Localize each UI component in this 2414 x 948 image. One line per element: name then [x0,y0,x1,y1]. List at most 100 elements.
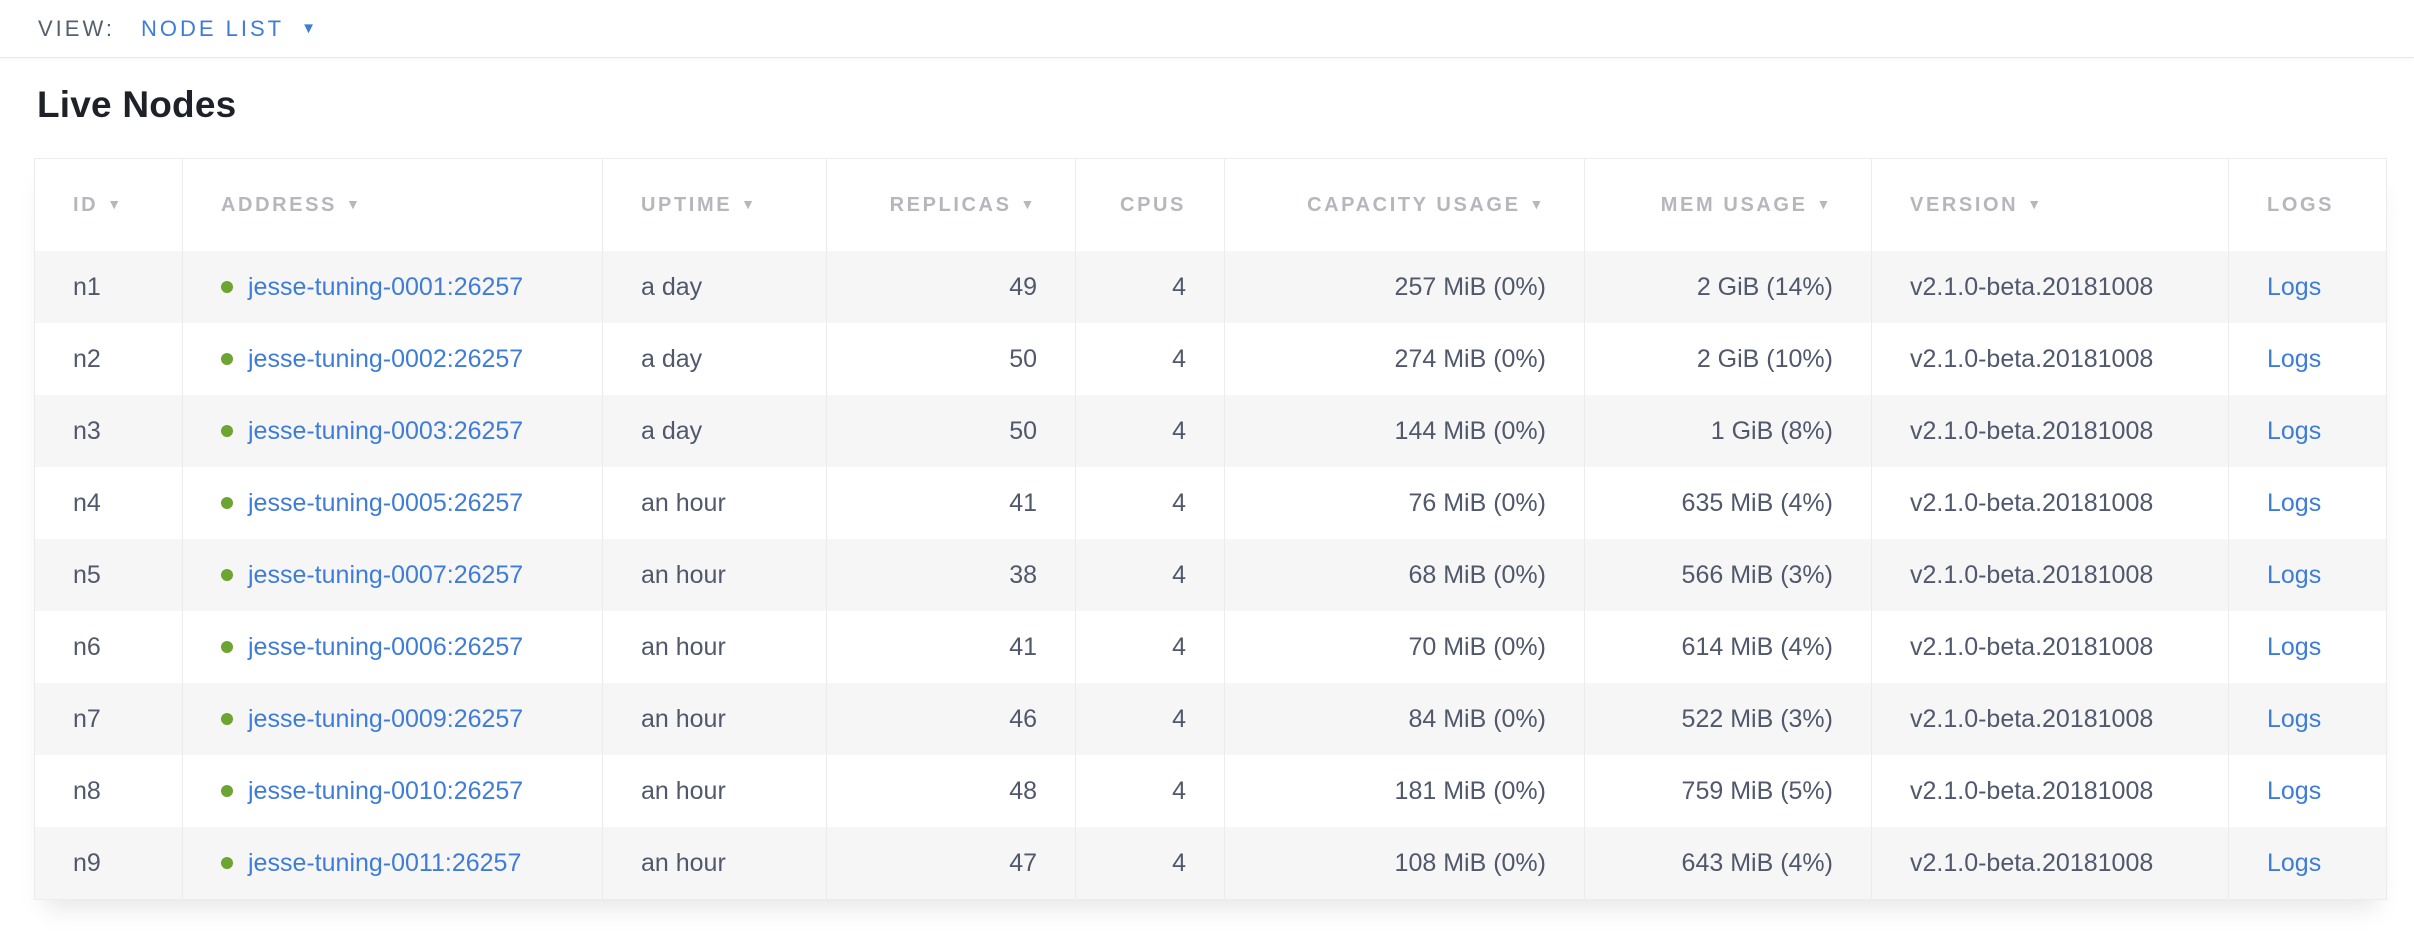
node-uptime-cell: an hour [603,539,827,611]
node-logs-cell: Logs [2229,755,2387,827]
node-status-healthy-icon [221,641,233,653]
node-logs-link[interactable]: Logs [2267,273,2321,301]
column-header-id[interactable]: ID▼ [35,159,183,252]
node-cpus-cell: 4 [1076,251,1225,323]
column-header-label: CPUS [1120,194,1186,216]
node-address-link[interactable]: jesse-tuning-0010:26257 [248,777,523,805]
node-cpus-cell: 4 [1076,611,1225,683]
table-row: n3jesse-tuning-0003:26257a day504144 MiB… [35,395,2387,467]
node-id-cell: n4 [35,467,183,539]
table-row: n8jesse-tuning-0010:26257an hour484181 M… [35,755,2387,827]
column-header-label: REPLICAS [890,194,1012,216]
node-status-healthy-icon [221,857,233,869]
live-nodes-table: ID▼ ADDRESS ▼ UPTIME▼ REPLICAS ▼ CPUS CAPACITY … [34,158,2387,900]
sort-desc-icon: ▼ [1021,196,1037,212]
node-mem_usage-cell: 643 MiB (4%) [1585,827,1872,900]
node-uptime-cell: an hour [603,683,827,755]
node-address-cell: jesse-tuning-0005:26257 [183,467,603,539]
node-mem_usage-cell: 2 GiB (14%) [1585,251,1872,323]
node-version-cell: v2.1.0-beta.20181008 [1872,755,2229,827]
header-row: ID▼ ADDRESS ▼ UPTIME▼ REPLICAS ▼ CPUS CAPACITY … [35,159,2387,252]
node-address-link[interactable]: jesse-tuning-0003:26257 [248,417,523,445]
column-header-replicas[interactable]: REPLICAS ▼ [827,159,1076,252]
node-address-cell: jesse-tuning-0002:26257 [183,323,603,395]
column-header-uptime[interactable]: UPTIME▼ [603,159,827,252]
node-logs-link[interactable]: Logs [2267,633,2321,661]
node-address-link[interactable]: jesse-tuning-0011:26257 [248,849,521,877]
node-version-cell: v2.1.0-beta.20181008 [1872,683,2229,755]
view-label: VIEW: [38,16,115,42]
node-status-healthy-icon [221,281,233,293]
node-address-cell: jesse-tuning-0007:26257 [183,539,603,611]
node-address-link[interactable]: jesse-tuning-0002:26257 [248,345,523,373]
node-id-cell: n6 [35,611,183,683]
node-logs-cell: Logs [2229,827,2387,900]
node-replicas-cell: 41 [827,467,1076,539]
node-status-healthy-icon [221,713,233,725]
node-mem_usage-cell: 1 GiB (8%) [1585,395,1872,467]
node-address-link[interactable]: jesse-tuning-0005:26257 [248,489,523,517]
node-uptime-cell: an hour [603,827,827,900]
node-cpus-cell: 4 [1076,323,1225,395]
node-id-cell: n7 [35,683,183,755]
column-header-version[interactable]: VERSION▼ [1872,159,2229,252]
node-version-cell: v2.1.0-beta.20181008 [1872,539,2229,611]
view-selected-value[interactable]: NODE LIST [141,16,284,42]
node-logs-link[interactable]: Logs [2267,417,2321,445]
column-header-address[interactable]: ADDRESS ▼ [183,159,603,252]
node-replicas-cell: 38 [827,539,1076,611]
view-selector-dropdown[interactable]: NODE LIST ▼ [141,16,316,42]
node-mem_usage-cell: 2 GiB (10%) [1585,323,1872,395]
table-row: n2jesse-tuning-0002:26257a day504274 MiB… [35,323,2387,395]
node-cpus-cell: 4 [1076,755,1225,827]
node-logs-link[interactable]: Logs [2267,561,2321,589]
table-row: n9jesse-tuning-0011:26257an hour474108 M… [35,827,2387,900]
node-logs-cell: Logs [2229,611,2387,683]
node-logs-link[interactable]: Logs [2267,705,2321,733]
page-title: Live Nodes [37,84,2414,126]
node-replicas-cell: 50 [827,323,1076,395]
sort-desc-icon: ▼ [1530,196,1546,212]
node-version-cell: v2.1.0-beta.20181008 [1872,323,2229,395]
table-row: n5jesse-tuning-0007:26257an hour38468 Mi… [35,539,2387,611]
node-address-cell: jesse-tuning-0001:26257 [183,251,603,323]
node-logs-cell: Logs [2229,683,2387,755]
node-mem_usage-cell: 614 MiB (4%) [1585,611,1872,683]
node-mem_usage-cell: 635 MiB (4%) [1585,467,1872,539]
node-logs-cell: Logs [2229,467,2387,539]
node-logs-link[interactable]: Logs [2267,345,2321,373]
column-header-capacity_usage[interactable]: CAPACITY USAGE▼ [1225,159,1585,252]
column-header-logs: LOGS [2229,159,2387,252]
column-header-label: ADDRESS [221,194,337,216]
node-replicas-cell: 47 [827,827,1076,900]
node-id-cell: n5 [35,539,183,611]
node-replicas-cell: 48 [827,755,1076,827]
node-mem_usage-cell: 522 MiB (3%) [1585,683,1872,755]
column-header-mem_usage[interactable]: MEM USAGE▼ [1585,159,1872,252]
node-capacity_usage-cell: 68 MiB (0%) [1225,539,1585,611]
node-address-link[interactable]: jesse-tuning-0006:26257 [248,633,523,661]
node-address-link[interactable]: jesse-tuning-0007:26257 [248,561,523,589]
node-uptime-cell: an hour [603,755,827,827]
sort-desc-icon: ▼ [346,196,362,212]
node-status-healthy-icon [221,425,233,437]
node-logs-link[interactable]: Logs [2267,489,2321,517]
column-header-label: MEM USAGE [1661,194,1808,216]
table-header: ID▼ ADDRESS ▼ UPTIME▼ REPLICAS ▼ CPUS CAPACITY … [35,159,2387,252]
node-cpus-cell: 4 [1076,683,1225,755]
node-address-link[interactable]: jesse-tuning-0009:26257 [248,705,523,733]
node-address-link[interactable]: jesse-tuning-0001:26257 [248,273,523,301]
node-version-cell: v2.1.0-beta.20181008 [1872,827,2229,900]
node-id-cell: n3 [35,395,183,467]
node-uptime-cell: a day [603,323,827,395]
node-logs-link[interactable]: Logs [2267,777,2321,805]
node-logs-link[interactable]: Logs [2267,849,2321,877]
node-uptime-cell: a day [603,251,827,323]
node-id-cell: n1 [35,251,183,323]
node-version-cell: v2.1.0-beta.20181008 [1872,251,2229,323]
node-capacity_usage-cell: 84 MiB (0%) [1225,683,1585,755]
node-id-cell: n8 [35,755,183,827]
node-address-cell: jesse-tuning-0009:26257 [183,683,603,755]
table-row: n7jesse-tuning-0009:26257an hour46484 Mi… [35,683,2387,755]
table-row: n1jesse-tuning-0001:26257a day494257 MiB… [35,251,2387,323]
